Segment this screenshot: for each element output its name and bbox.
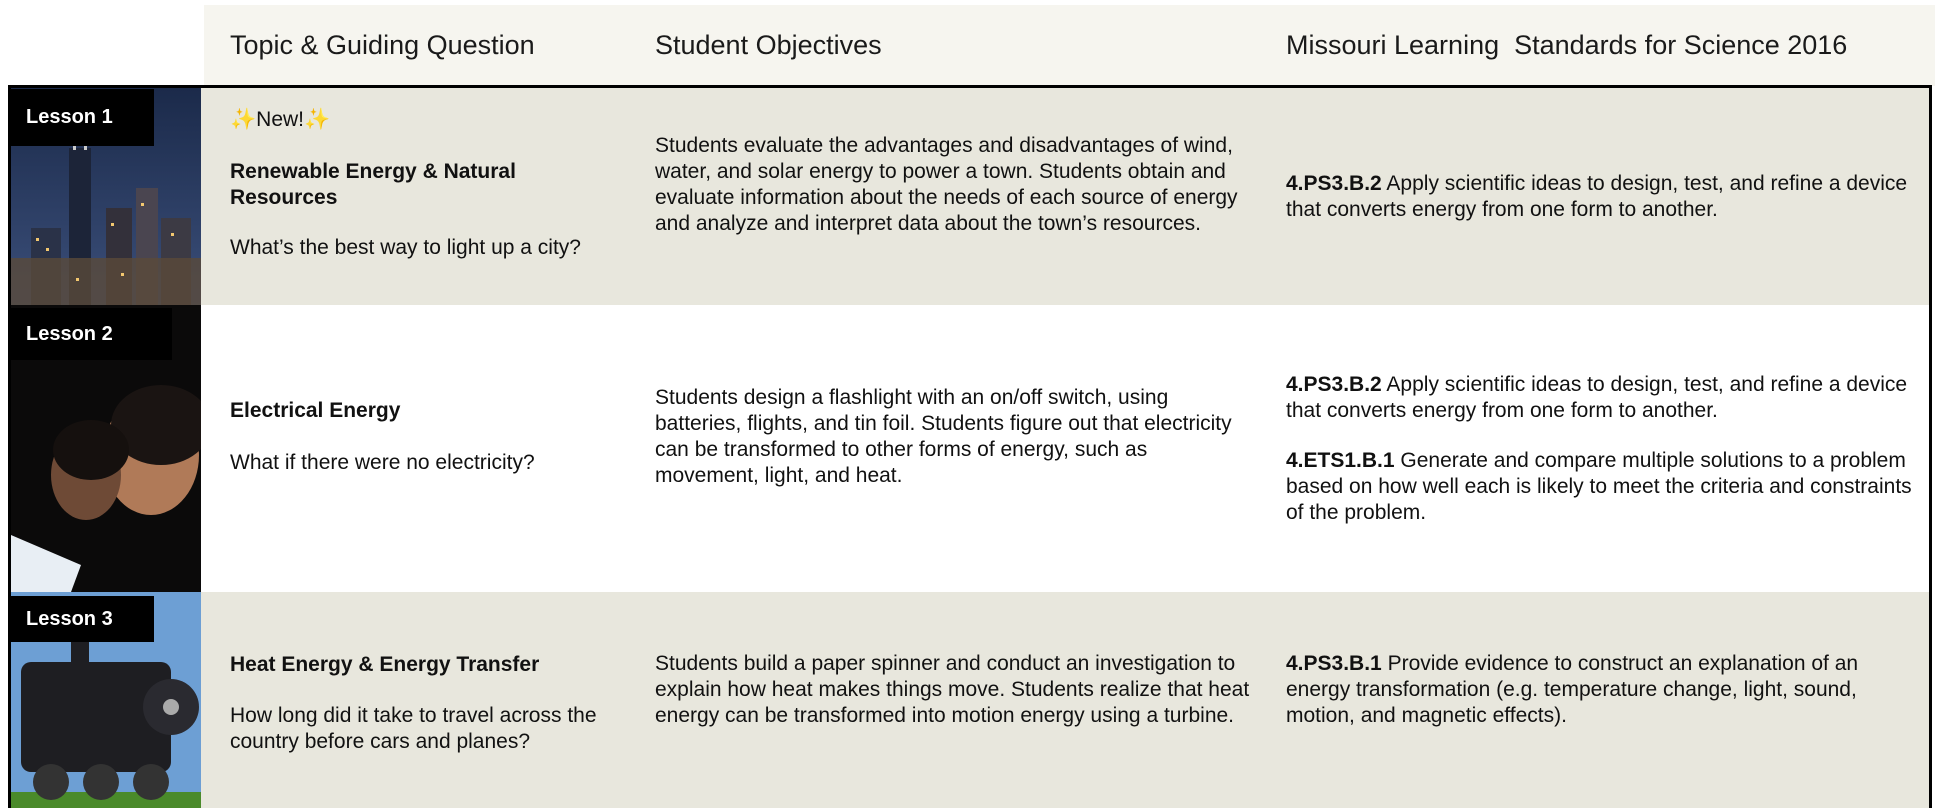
objectives: Students evaluate the advantages and dis… [655,134,1238,235]
standard: 4.PS3.B.1 Provide evidence to construct … [1286,651,1916,729]
lesson-label: Lesson 1 [10,89,154,146]
row-bg [201,86,1929,305]
objectives: Students build a paper spinner and condu… [655,652,1250,727]
standards: 4.PS3.B.2 Apply scientific ideas to desi… [1286,372,1916,550]
standards: 4.PS3.B.1 Provide evidence to construct … [1286,651,1916,753]
standards: 4.PS3.B.2 Apply scientific ideas to desi… [1286,171,1916,247]
header-row [204,5,1935,86]
objectives: Students design a flashlight with an on/… [655,386,1232,487]
row-bg [201,305,1929,592]
column-header: Missouri Learning Standards for Science … [1286,30,1848,60]
new-badge: ✨New!✨ [230,108,331,131]
standard-code: 4.PS3.B.2 [1286,373,1382,396]
topic-title: Electrical Energy [230,399,401,422]
standard: 4.PS3.B.2 Apply scientific ideas to desi… [1286,171,1916,223]
standard-code: 4.PS3.B.2 [1286,172,1382,195]
table-border [8,85,1929,88]
table-border [1929,85,1932,808]
column-header: Student Objectives [655,30,882,60]
standard-text: Provide evidence to construct an explana… [1286,652,1859,727]
lesson-label: Lesson 2 [10,308,172,360]
column-header: Topic & Guiding Question [230,30,535,60]
standard-text: Apply scientific ideas to design, test, … [1286,172,1908,221]
table-border [8,85,11,808]
row-bg [201,592,1929,808]
standard-text: Generate and compare multiple solutions … [1286,449,1912,524]
guiding-question: What if there were no electricity? [230,451,535,474]
standard: 4.PS3.B.2 Apply scientific ideas to desi… [1286,372,1916,424]
standard-text: Apply scientific ideas to design, test, … [1286,373,1908,422]
standard-code: 4.ETS1.B.1 [1286,449,1395,472]
standard: 4.ETS1.B.1 Generate and compare multiple… [1286,448,1916,526]
topic-title: Heat Energy & Energy Transfer [230,653,540,676]
lesson-label: Lesson 3 [10,596,154,642]
topic-title: Renewable Energy & Natural Resources [230,160,516,209]
guiding-question: How long did it take to travel across th… [230,704,597,753]
standard-code: 4.PS3.B.1 [1286,652,1382,675]
guiding-question: What’s the best way to light up a city? [230,236,581,259]
